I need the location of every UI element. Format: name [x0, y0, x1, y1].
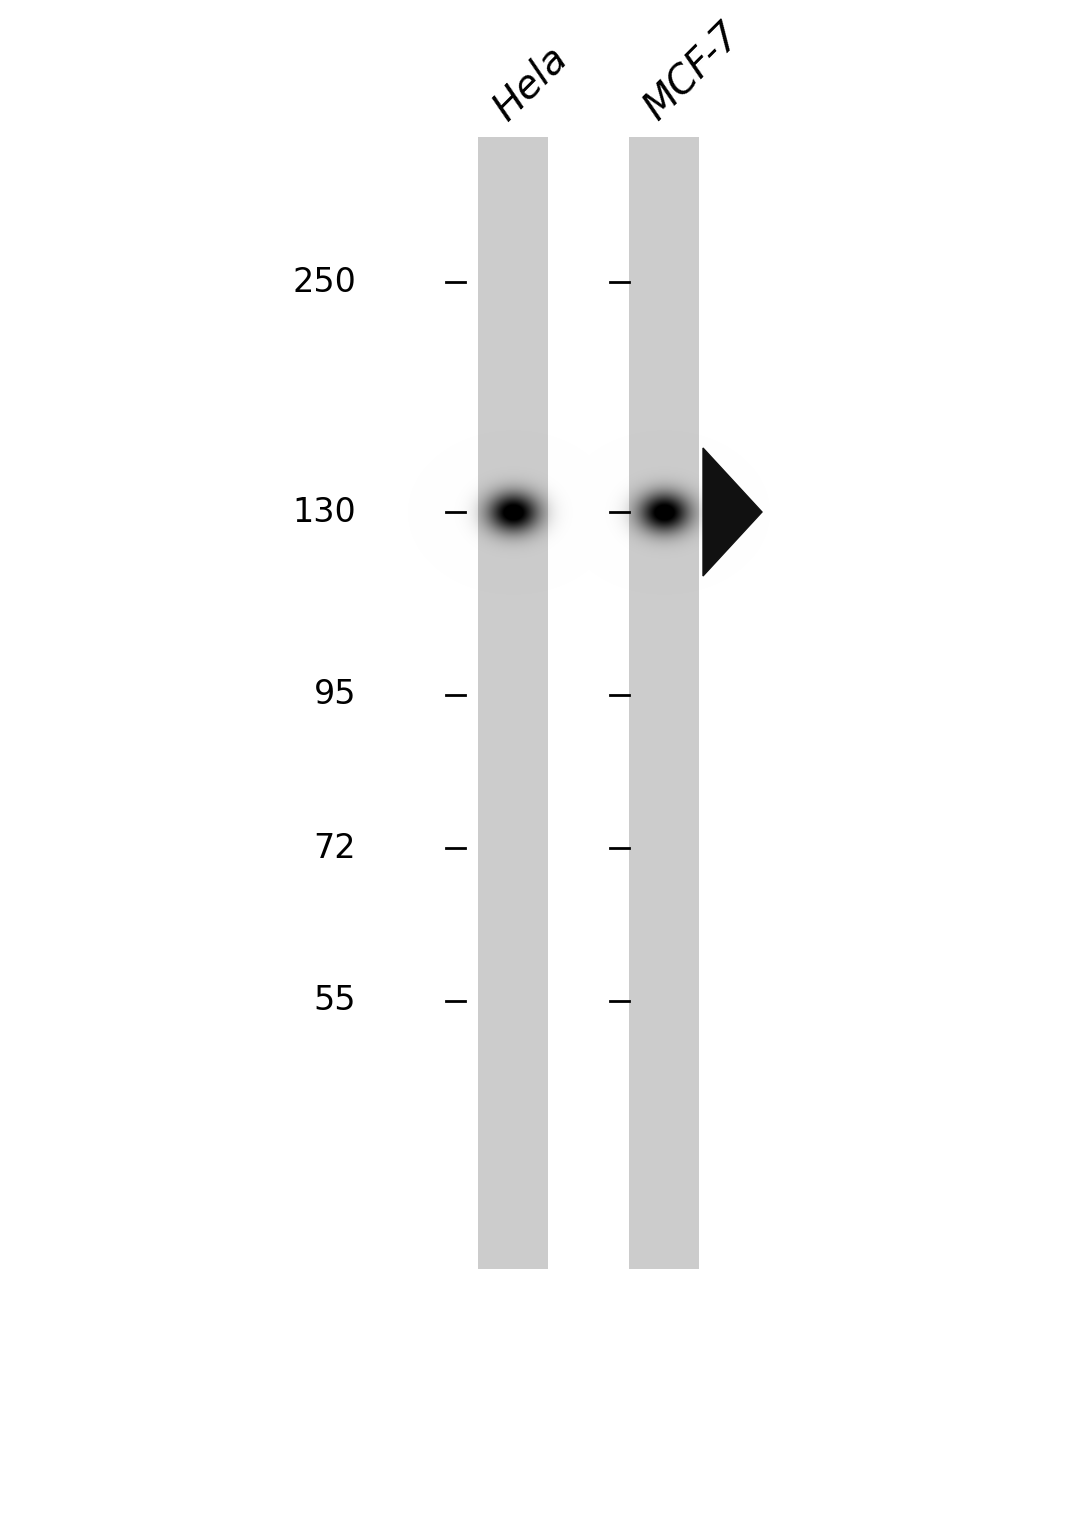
Text: 95: 95 — [313, 679, 356, 711]
Text: 250: 250 — [292, 266, 356, 298]
Polygon shape — [703, 448, 762, 576]
Text: 72: 72 — [313, 832, 356, 864]
Text: 55: 55 — [313, 985, 356, 1017]
Text: 130: 130 — [293, 495, 356, 529]
Text: Hela: Hela — [486, 38, 575, 127]
Text: MCF-7: MCF-7 — [637, 15, 748, 127]
